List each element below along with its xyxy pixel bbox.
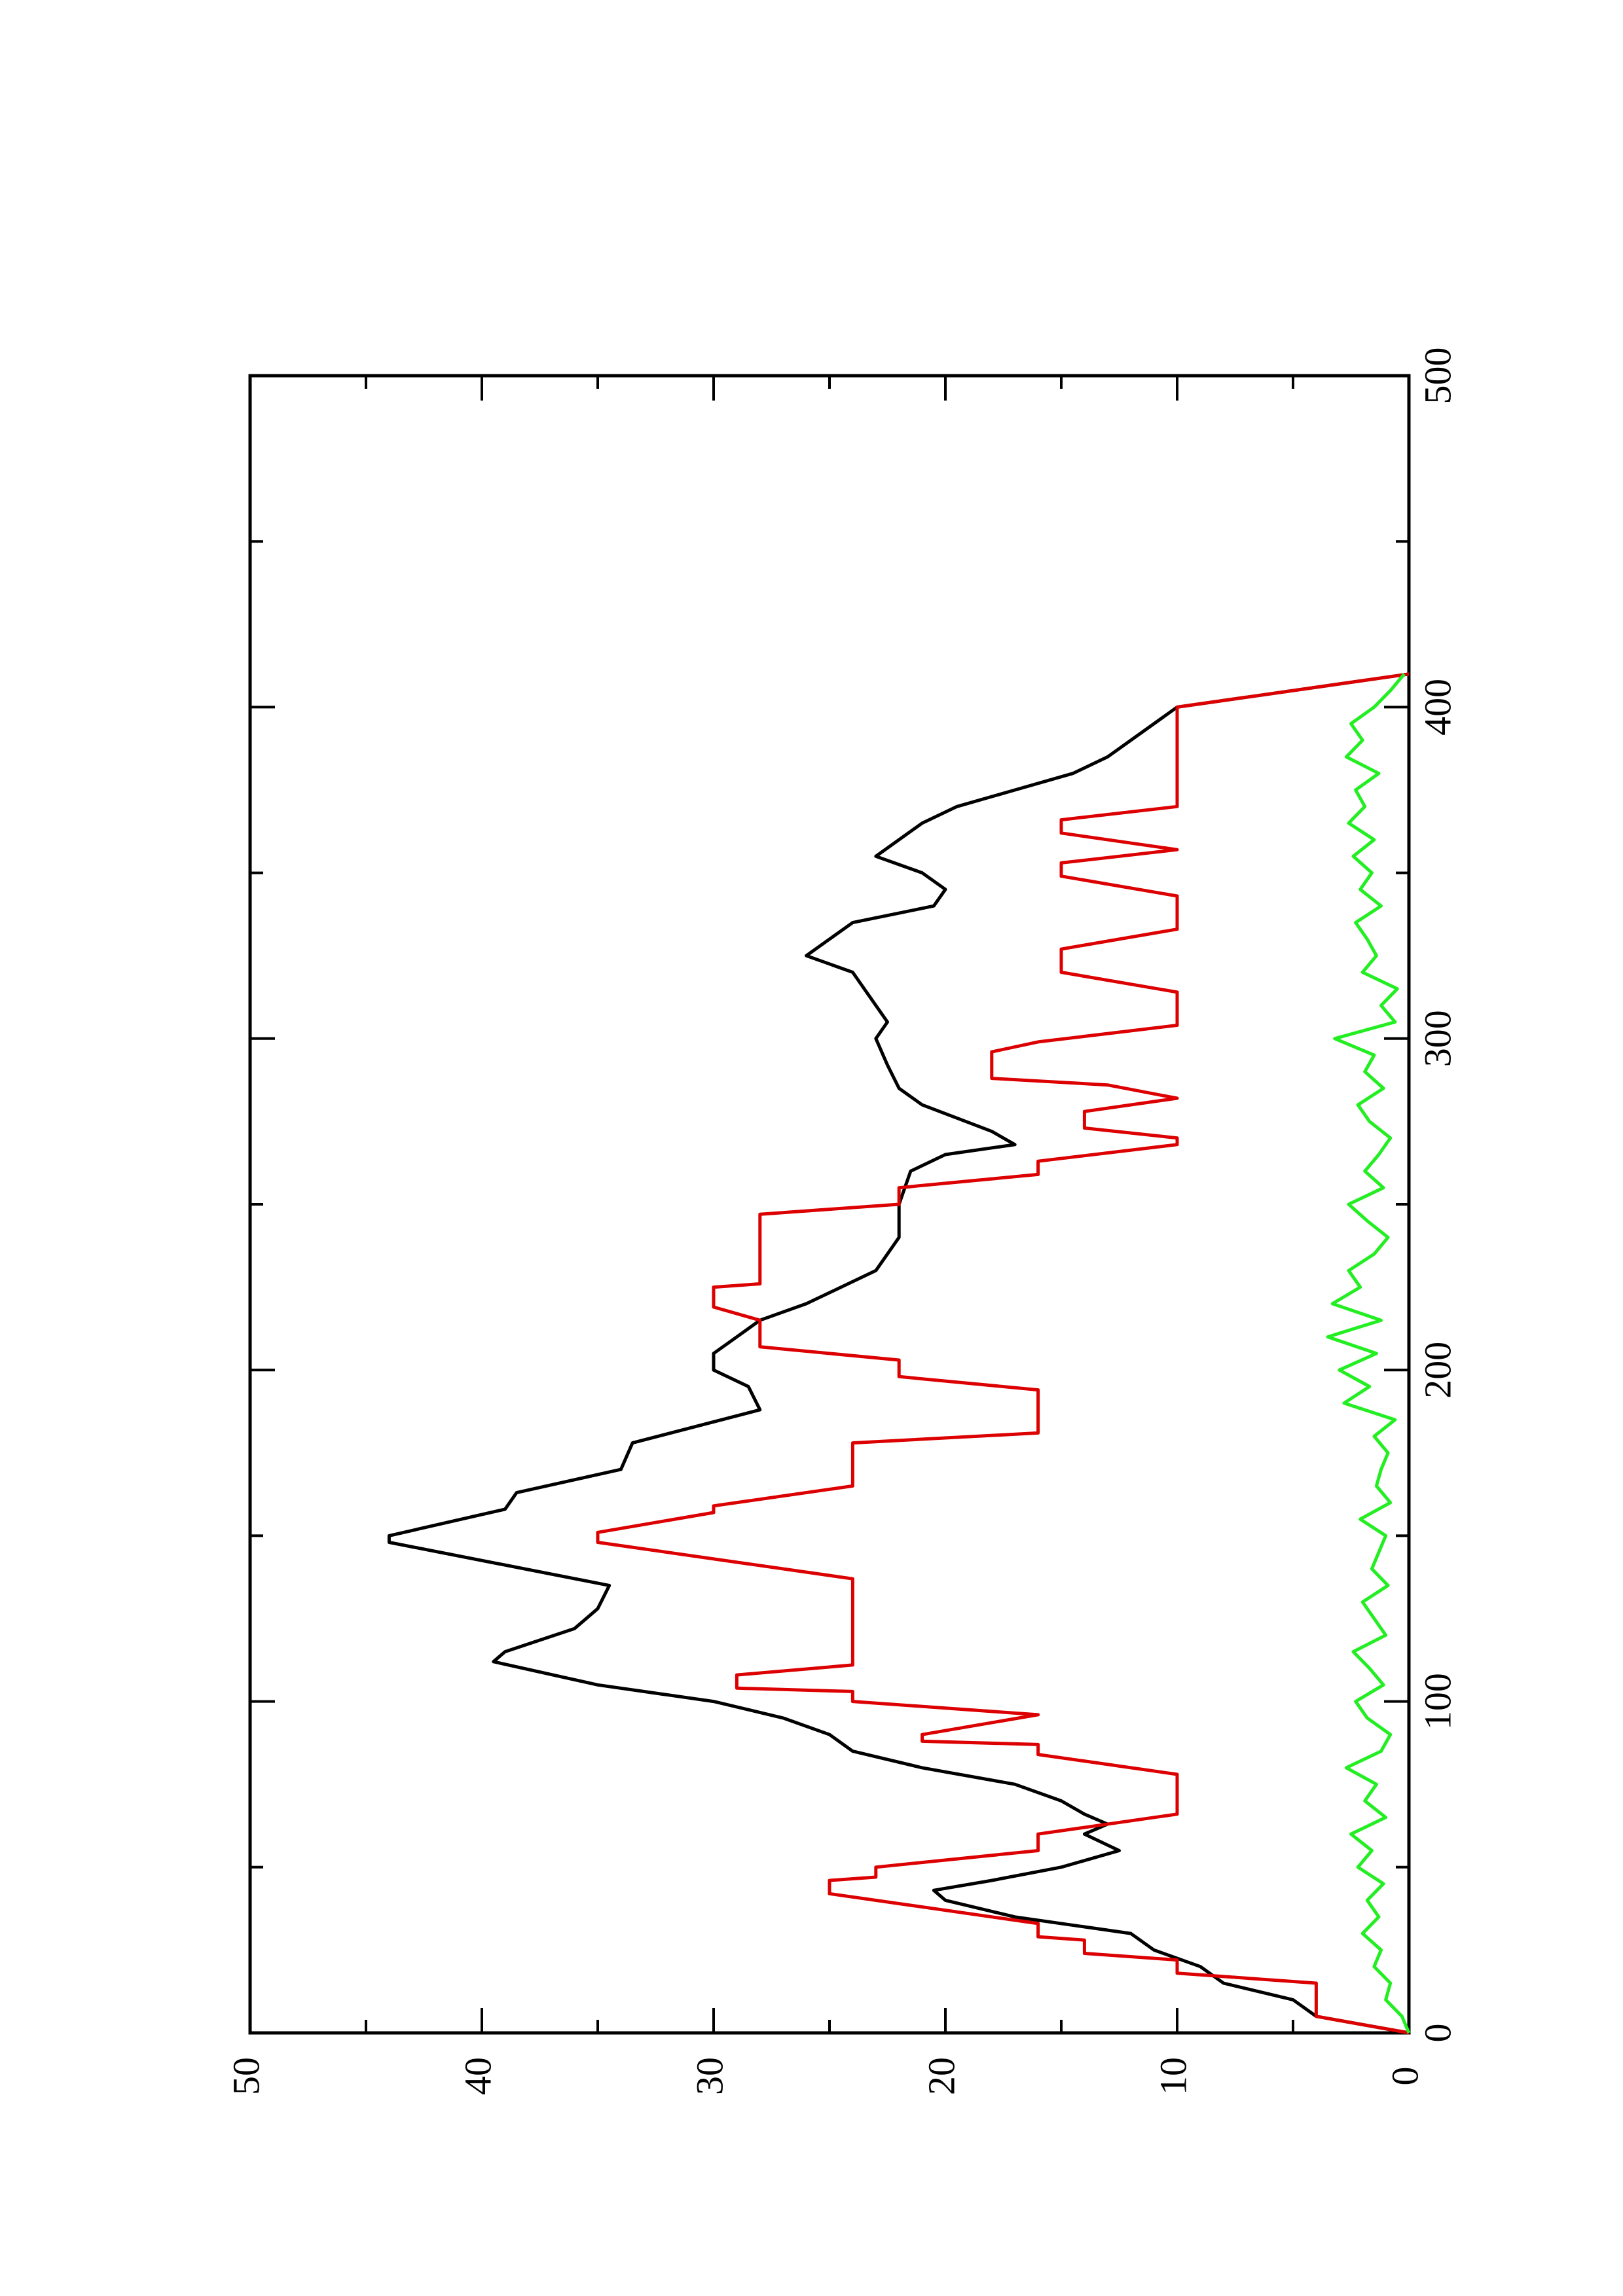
y-tick-label: 50: [225, 2057, 267, 2095]
x-tick-label: 200: [1416, 1342, 1459, 1399]
y-tick-label: 0: [1383, 2067, 1426, 2086]
y-tick-label: 20: [920, 2057, 962, 2095]
x-tick-label: 400: [1416, 679, 1459, 736]
x-tick-label: 300: [1416, 1010, 1459, 1067]
data-line: [1326, 673, 1411, 2034]
y-tick-label: 10: [1152, 2057, 1194, 2095]
plot-frame: [248, 374, 1411, 2035]
x-tick-label: 0: [1416, 2024, 1459, 2043]
y-tick-label: 30: [688, 2057, 731, 2095]
x-tick-label: 500: [1416, 348, 1459, 404]
x-tick-label: 100: [1416, 1673, 1459, 1730]
data-line: [387, 672, 1410, 2035]
data-line: [596, 672, 1410, 2035]
y-tick-label: 40: [456, 2057, 499, 2095]
